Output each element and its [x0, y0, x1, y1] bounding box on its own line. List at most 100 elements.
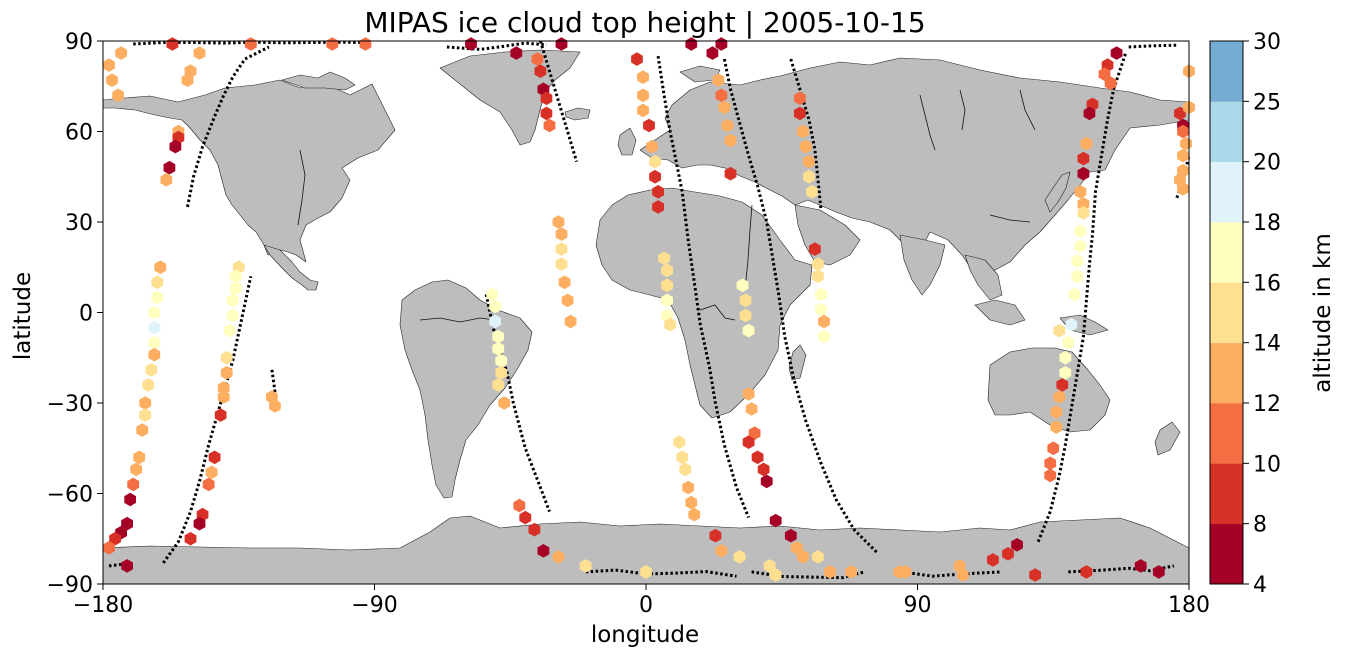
x-axis-label: longitude — [591, 622, 699, 648]
cloud-point — [676, 450, 689, 465]
orbit-track — [162, 275, 253, 564]
cloud-point — [715, 88, 728, 103]
cloud-point — [649, 154, 661, 169]
colorbar-segment — [1210, 403, 1243, 464]
cloud-point — [217, 390, 230, 404]
cloud-point — [121, 559, 133, 573]
cloud-point — [769, 513, 782, 528]
cloud-point — [1077, 206, 1090, 220]
cloud-point — [1110, 46, 1123, 60]
cloud-point — [1050, 420, 1063, 434]
orbit-track — [722, 58, 880, 555]
cloud-point — [124, 492, 136, 507]
river-yenisei — [959, 89, 966, 131]
land-borneo-sumatra — [974, 299, 1026, 326]
cloud-point — [1053, 390, 1066, 404]
land-africa — [595, 187, 813, 419]
land-british-isles — [617, 127, 637, 156]
cloud-point — [845, 565, 857, 579]
cloud-point — [1068, 287, 1081, 302]
cloud-point — [139, 408, 152, 422]
cloud-point — [205, 465, 218, 480]
cloud-point — [1011, 538, 1023, 552]
cloud-point — [160, 173, 173, 187]
cloud-point — [564, 314, 577, 329]
cloud-point — [537, 544, 550, 558]
cloud-point — [1152, 565, 1165, 579]
x-tick-label: −90 — [351, 593, 397, 618]
orbit-track — [484, 294, 551, 513]
cloud-point — [956, 568, 969, 582]
cloud-point — [492, 329, 505, 344]
cloud-point — [637, 88, 649, 103]
cloud-point — [214, 408, 227, 422]
cloud-point — [1104, 76, 1117, 90]
cloud-point — [763, 559, 776, 573]
cloud-point — [510, 46, 523, 60]
cloud-point — [226, 293, 239, 308]
cloud-point — [202, 477, 215, 492]
cloud-point — [1002, 547, 1014, 561]
colorbar-segment — [1210, 222, 1243, 283]
cloud-point — [751, 450, 764, 465]
cloud-point — [1056, 378, 1069, 392]
cloud-point — [229, 281, 242, 296]
river-nile — [744, 204, 753, 291]
land-iceland — [564, 107, 591, 121]
cloud-point — [1059, 366, 1072, 380]
cloud-point — [688, 507, 701, 522]
cloud-point — [724, 166, 737, 181]
cloud-point — [712, 73, 725, 87]
cloud-point — [495, 366, 508, 380]
cloud-point — [106, 73, 118, 87]
cloud-point — [1059, 350, 1072, 365]
cloud-point — [1080, 565, 1093, 579]
cloud-top-points — [103, 37, 1195, 582]
cloud-point — [193, 46, 206, 60]
cloud-point — [1044, 468, 1057, 483]
cloud-point — [561, 293, 574, 308]
cloud-point — [269, 399, 281, 413]
cloud-point — [709, 528, 722, 543]
cloud-point — [528, 522, 541, 537]
cloud-point — [646, 139, 658, 154]
colorbar-tick-label: 18 — [1253, 211, 1281, 236]
cloud-point — [661, 278, 673, 293]
colorbar-tick-label: 25 — [1253, 90, 1281, 115]
cloud-point — [742, 387, 755, 401]
cloud-point — [815, 287, 827, 302]
land-australia — [987, 347, 1111, 433]
cloud-point — [652, 200, 664, 214]
cloud-point — [133, 450, 146, 465]
cloud-point — [1177, 124, 1189, 139]
cloud-point — [555, 257, 568, 271]
land-eurasia — [639, 57, 1190, 283]
river-ob — [919, 94, 936, 151]
y-tick-label: 90 — [65, 30, 93, 55]
river-congo — [699, 304, 736, 321]
cloud-point — [558, 275, 571, 290]
cloud-point — [797, 550, 809, 564]
cloud-point — [739, 293, 752, 308]
orbit-track — [1036, 52, 1128, 543]
colorbar-segment — [1210, 342, 1243, 404]
colorbar-segment — [1210, 41, 1243, 102]
cloud-point — [103, 58, 115, 72]
land-southeast-asia — [964, 254, 1003, 301]
x-tick-label: 180 — [1168, 593, 1210, 618]
cloud-point — [652, 185, 664, 199]
cloud-point — [757, 462, 770, 477]
cloud-point — [794, 91, 806, 106]
cloud-point — [552, 215, 565, 229]
cloud-point — [1062, 335, 1075, 350]
cloud-point — [745, 402, 758, 416]
cloud-point — [637, 70, 649, 84]
land-central-america — [263, 244, 319, 291]
orbit-track — [902, 570, 1003, 578]
cloud-point — [739, 308, 752, 323]
cloud-point — [1074, 185, 1087, 199]
cloud-point — [797, 124, 809, 139]
cloud-point — [555, 227, 568, 241]
cloud-point — [540, 91, 553, 106]
cloud-point — [1177, 148, 1189, 163]
